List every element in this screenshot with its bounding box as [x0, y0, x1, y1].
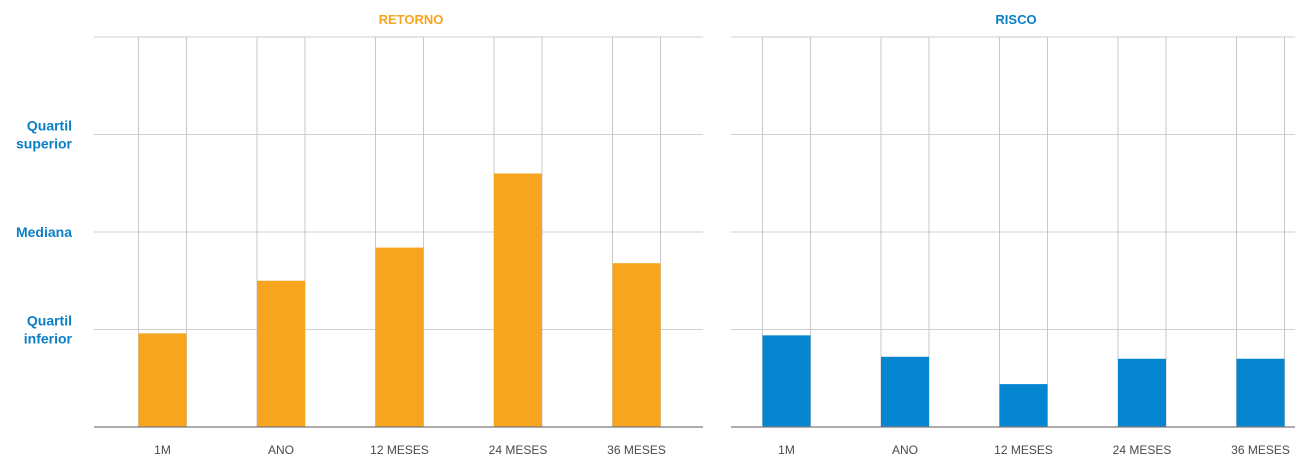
risco-bar	[881, 356, 929, 427]
risco-panel: RISCO 1M ANO 12 MESES 24 MESES 36 MESES	[731, 12, 1295, 457]
quartile-label-line: Mediana	[16, 224, 72, 240]
risco-tick-label: 24 MESES	[1113, 443, 1172, 457]
retorno-bar	[375, 247, 424, 427]
risco-bar	[1236, 358, 1285, 427]
retorno-bar	[138, 333, 187, 427]
quartile-label-line: inferior	[24, 331, 73, 347]
y-axis-labels: Quartil superior Mediana Quartil inferior	[16, 118, 73, 347]
risco-bar	[762, 335, 811, 427]
risco-tick-label: 1M	[778, 443, 795, 457]
quartile-label-line: Quartil	[27, 313, 72, 329]
quartile-label-line: superior	[16, 136, 73, 152]
quartile-label: Quartil inferior	[24, 313, 73, 347]
retorno-panel: RETORNO 1M ANO 12 MESES 24 MESES 36 MESES	[94, 12, 703, 457]
retorno-tick-label: 12 MESES	[370, 443, 429, 457]
risco-tick-label: 12 MESES	[994, 443, 1053, 457]
retorno-tick-label: 36 MESES	[607, 443, 666, 457]
retorno-bar	[257, 280, 305, 427]
risco-title: RISCO	[995, 12, 1036, 27]
quartile-label-line: Quartil	[27, 118, 72, 134]
retorno-title: RETORNO	[379, 12, 444, 27]
retorno-bar	[612, 263, 661, 427]
quartile-label: Mediana	[16, 224, 72, 240]
risco-tick-label: 36 MESES	[1231, 443, 1290, 457]
quartile-label: Quartil superior	[16, 118, 73, 152]
retorno-tick-label: 24 MESES	[489, 443, 548, 457]
retorno-tick-label: 1M	[154, 443, 171, 457]
risco-bar	[1118, 358, 1166, 427]
risco-bar	[999, 384, 1048, 427]
retorno-bar	[494, 173, 542, 427]
risco-tick-label: ANO	[892, 443, 918, 457]
retorno-tick-label: ANO	[268, 443, 294, 457]
